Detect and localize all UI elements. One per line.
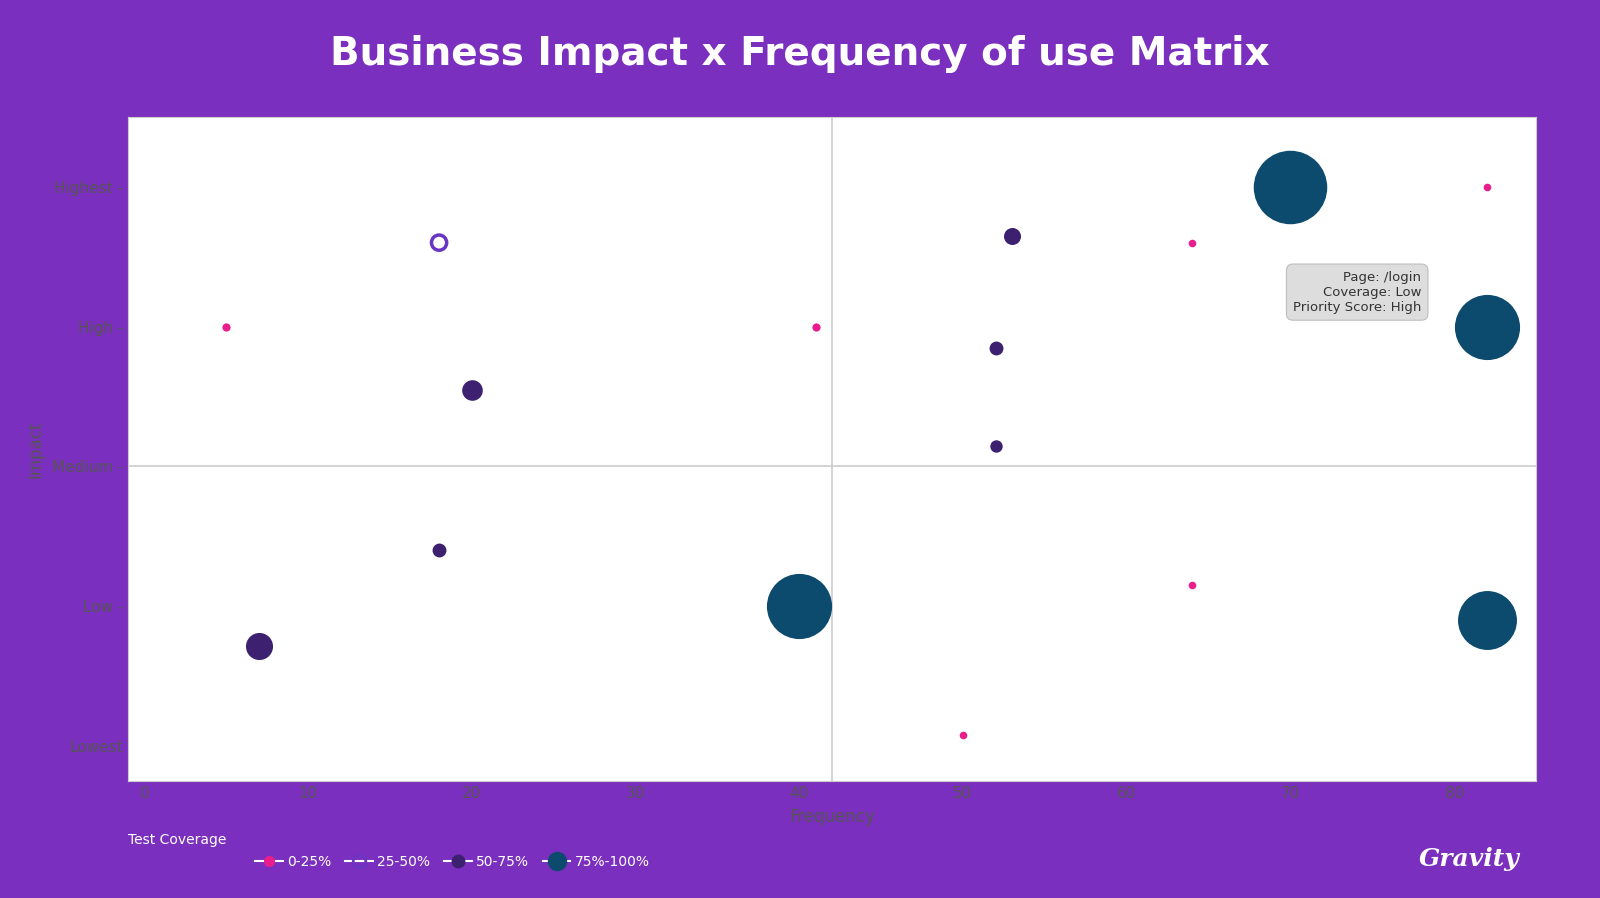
- Point: [1474, 613, 1499, 628]
- Point: [1179, 578, 1205, 593]
- Point: [213, 320, 238, 334]
- Text: Business Impact x Frequency of use Matrix: Business Impact x Frequency of use Matri…: [330, 35, 1270, 73]
- Point: [426, 543, 451, 558]
- Point: [982, 340, 1008, 355]
- Point: [1179, 235, 1205, 250]
- Point: [459, 383, 485, 397]
- Legend: 0-25%, 25-50%, 50-75%, 75%-100%: 0-25%, 25-50%, 50-75%, 75%-100%: [254, 855, 650, 868]
- Point: [787, 599, 813, 613]
- Point: [982, 438, 1008, 453]
- Point: [1000, 228, 1026, 242]
- Point: [246, 638, 272, 653]
- X-axis label: Frequency: Frequency: [789, 808, 875, 826]
- Point: [950, 728, 976, 743]
- Point: [803, 320, 829, 334]
- Text: Page: /login
Coverage: Low
Priority Score: High: Page: /login Coverage: Low Priority Scor…: [1293, 270, 1421, 313]
- Point: [426, 235, 451, 250]
- Text: Gravity: Gravity: [1419, 847, 1520, 871]
- Point: [1278, 180, 1304, 194]
- Point: [1474, 180, 1499, 194]
- Text: Test Coverage: Test Coverage: [128, 832, 226, 847]
- Y-axis label: Impact: Impact: [27, 420, 45, 478]
- Point: [1474, 320, 1499, 334]
